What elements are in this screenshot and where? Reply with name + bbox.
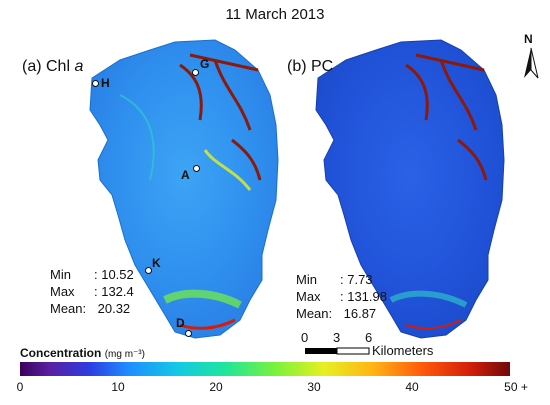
site-d-label: D (176, 316, 185, 330)
legend-tick: 10 (111, 380, 125, 394)
site-g-marker (192, 69, 199, 76)
site-a-label: A (181, 168, 190, 182)
lake-map-chl-a (89, 39, 279, 339)
site-h-marker (92, 80, 99, 87)
scale-unit-label: Kilometers (372, 343, 434, 358)
legend-title: Concentration (mg m⁻³) (20, 346, 145, 360)
panel-b-stats: Min: 7.73 Max: 131.98 Mean: 16.87 (296, 271, 387, 322)
panel-a-stats: Min: 10.52 Max: 132.4 Mean: 20.32 (50, 266, 134, 317)
stat-min: Min: 7.73 (296, 272, 373, 287)
legend-tick: 30 (307, 380, 321, 394)
north-label: N (524, 32, 533, 46)
legend-tick: 40 (405, 380, 419, 394)
panel-b-label: (b) PC (287, 58, 334, 75)
color-bar (20, 362, 510, 376)
scale-tick-6: 6 (365, 330, 373, 345)
scale-tick-3: 3 (333, 330, 341, 345)
site-k-marker (145, 267, 152, 274)
lake-map-pc (315, 39, 505, 339)
legend-tick: 0 (16, 380, 24, 394)
scale-bar (305, 347, 370, 355)
stat-mean: Mean: 20.32 (50, 301, 131, 316)
map-title: 11 March 2013 (225, 6, 325, 23)
site-a-marker (193, 165, 200, 172)
site-g-label: G (200, 57, 210, 71)
site-k-label: K (152, 256, 161, 270)
scale-tick-0: 0 (301, 330, 309, 345)
legend-tick: 50 + (504, 380, 528, 394)
legend-tick: 20 (209, 380, 223, 394)
stat-max: Max: 132.4 (50, 284, 134, 299)
panel-a-label: (a) Chl a (22, 58, 84, 75)
stat-max: Max: 131.98 (296, 289, 387, 304)
site-h-label: H (101, 76, 110, 90)
stat-mean: Mean: 16.87 (296, 306, 377, 321)
north-arrow-icon (524, 47, 539, 79)
stat-min: Min: 10.52 (50, 267, 134, 282)
site-d-marker (185, 330, 192, 337)
